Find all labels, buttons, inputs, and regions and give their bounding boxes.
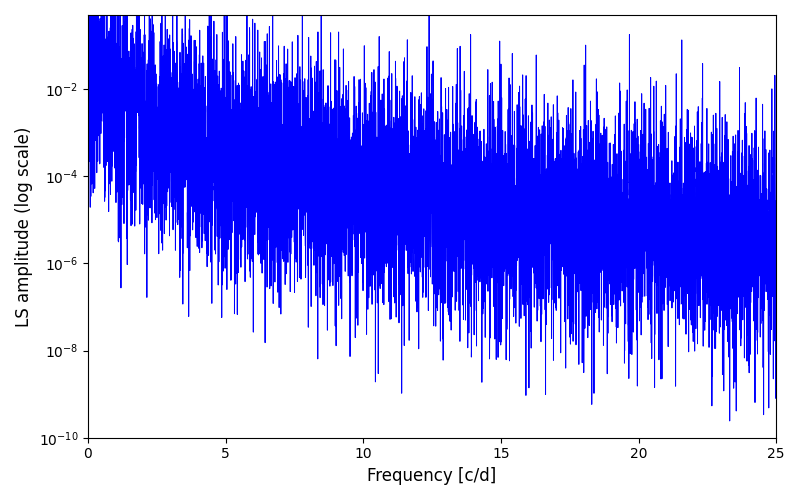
Y-axis label: LS amplitude (log scale): LS amplitude (log scale) <box>15 126 33 326</box>
X-axis label: Frequency [c/d]: Frequency [c/d] <box>367 467 497 485</box>
